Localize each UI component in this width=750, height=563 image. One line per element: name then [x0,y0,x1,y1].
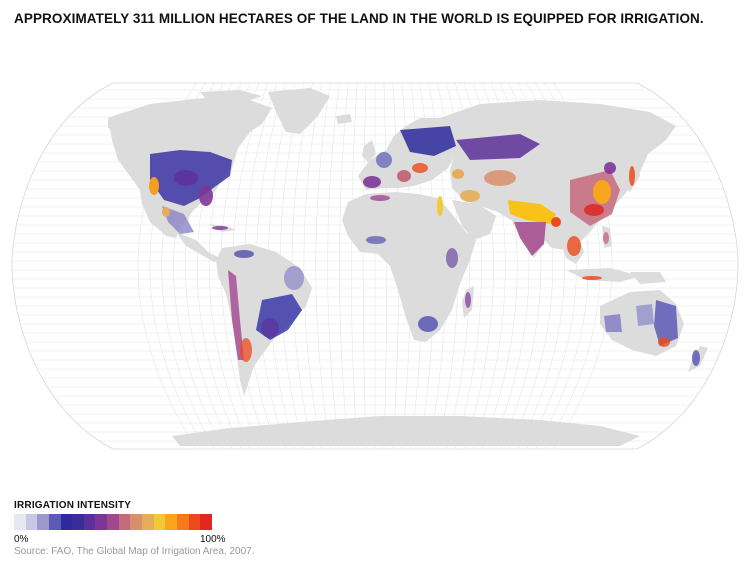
legend-swatch [118,514,131,530]
irrigation-cuba [212,226,228,230]
irrigation-venezuela [234,250,254,258]
irrigation-paraguay [261,318,279,338]
legend-swatch [153,514,166,530]
graticule-meridian [339,83,349,449]
graticule-meridian [383,83,388,449]
legend-swatch [107,514,119,530]
irrigation-central-asia [484,170,516,186]
irrigation-mekong [567,236,581,256]
world-irrigation-map [11,82,739,450]
legend-swatch [25,514,38,530]
irrigation-spain [363,176,381,188]
irrigation-east-africa [446,248,458,268]
irrigation-java [582,276,602,280]
legend-swatch [60,514,73,530]
irrigation-yangtze [584,204,604,216]
irrigation-west-africa [366,236,386,244]
irrigation-mississippi [199,186,213,206]
central-america [176,232,222,262]
irrigation-andes [228,270,244,360]
irrigation-madagascar [465,292,471,308]
irrigation-california [149,177,159,195]
irrigation-eastern-europe [400,126,456,156]
irrigation-italy [397,170,411,182]
legend-swatch [14,514,26,530]
graticule-meridian [351,83,358,449]
legend-swatch [188,514,201,530]
legend-max-label: 100% [200,534,226,545]
irrigation-japan [629,166,635,186]
alaska [108,112,132,132]
iceland [336,114,352,124]
graticule-meridian [303,83,322,449]
graticule-meridian [315,83,331,449]
greenland [268,88,330,134]
legend-title: IRRIGATION INTENSITY [14,500,132,511]
legend-swatch [83,514,96,530]
united-kingdom [362,140,376,162]
irrigation-maghreb [370,195,390,201]
irrigation-philippines [603,232,609,244]
irrigation-south-africa [418,316,438,332]
irrigation-western-europe [376,152,392,168]
irrigation-mexico-northwest [162,207,170,217]
source-caption: Source: FAO, The Global Map of Irrigatio… [14,546,255,557]
legend-swatch [37,514,49,530]
irrigation-caucasus [452,169,464,179]
irrigation-great-plains [174,170,198,186]
arabian-peninsula [452,200,496,240]
irrigation-murray-darling [654,300,678,346]
irrigation-argentina [240,338,252,362]
legend-swatch [95,514,108,530]
graticule-meridian [327,83,340,449]
irrigation-west-australia [604,314,622,332]
irrigation-nile [437,196,443,216]
irrigation-mexico [162,206,194,234]
irrigation-central-australia [636,304,654,326]
legend-swatch [200,514,212,530]
legend-min-label: 0% [14,534,29,545]
irrigation-russia [456,134,540,160]
irrigation-northeast-china [604,162,616,174]
map-svg [11,82,739,450]
graticule-meridian [362,83,367,449]
irrigation-southeast-australia [658,337,670,347]
africa [342,192,476,342]
irrigation-iraq-iran [460,190,480,202]
globe-outline [11,82,739,450]
legend-swatch [165,514,177,530]
legend-swatch [142,514,154,530]
irrigation-new-zealand [692,350,700,366]
legend-swatch [176,514,189,530]
map-title: APPROXIMATELY 311 MILLION HECTARES OF TH… [14,11,704,26]
irrigation-bangladesh [551,217,561,227]
new-guinea [630,272,666,284]
legend-swatch [72,514,84,530]
irrigation-brazil-northeast [284,266,304,290]
irrigation-balkans [412,163,428,173]
canada-arctic-islands [200,90,262,104]
antarctica [172,416,640,446]
irrigation-indo-gangetic [508,200,556,224]
irrigation-north-china-plain [593,180,611,204]
irrigation-india [514,222,546,256]
irrigation-intensity-layer [149,126,700,366]
legend-swatch [130,514,143,530]
legend-swatch [48,514,61,530]
legend-color-scale [14,514,212,530]
